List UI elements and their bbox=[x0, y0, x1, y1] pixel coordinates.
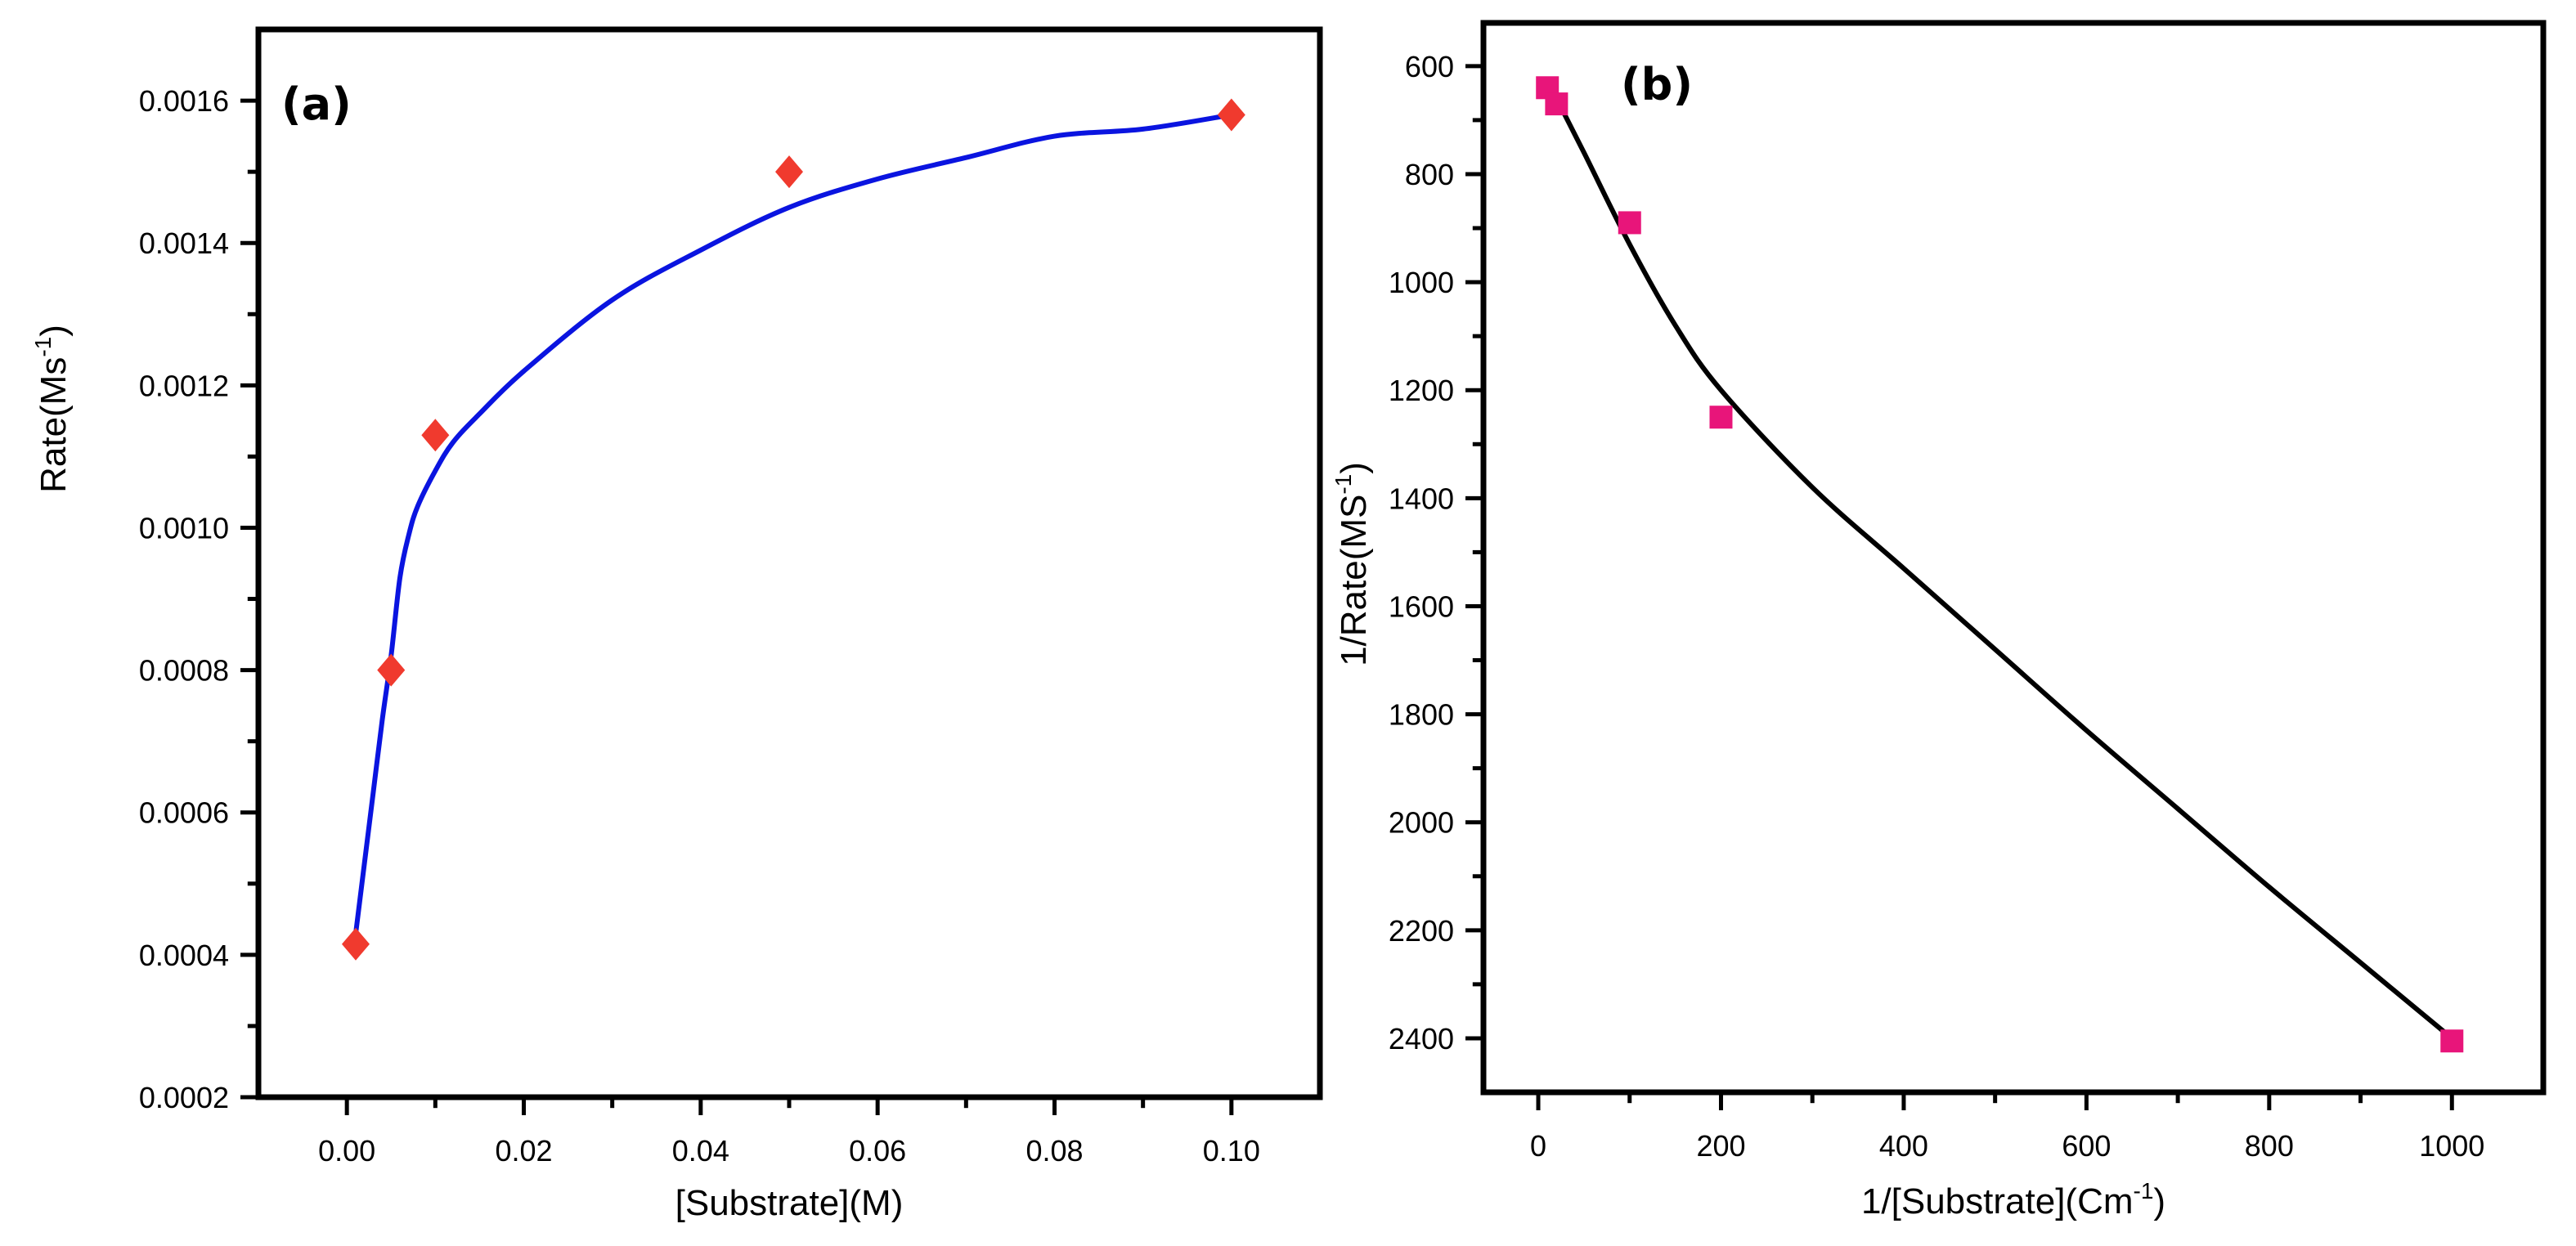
panel-b-data-points bbox=[1536, 76, 2464, 1053]
panel-a-chart: 0.00 0.02 0.04 0.06 0.08 0.10 0.0002 0.0004 0.00… bbox=[30, 26, 1323, 1223]
panel-a-plot-frame bbox=[255, 26, 1323, 1100]
b-x-tick-label: 800 bbox=[2245, 1129, 2294, 1163]
panel-a-data-points bbox=[341, 98, 1245, 961]
panel-a-fit-curve bbox=[353, 112, 1232, 934]
panel-b-x-axis-title-main: 1/[Substrate](Cm bbox=[1861, 1181, 2134, 1221]
panel-b-x-axis-title-sup: -1 bbox=[2134, 1178, 2154, 1203]
a-y-tick-label: 0.0008 bbox=[139, 654, 229, 688]
a-y-tick-label: 0.0012 bbox=[139, 369, 229, 402]
b-y-tick-label: 2000 bbox=[1389, 806, 1454, 840]
panel-b-y-axis-title: 1/Rate(MS-1) bbox=[1331, 462, 1374, 666]
b-x-tick-label: 1000 bbox=[2419, 1129, 2484, 1163]
a-data-point bbox=[1217, 98, 1245, 132]
panel-b-x-axis-title-close: ) bbox=[2153, 1181, 2165, 1221]
b-data-point bbox=[1618, 211, 1641, 235]
a-x-tick-label: 0.06 bbox=[849, 1134, 906, 1168]
a-data-point bbox=[775, 155, 803, 189]
panel-b-fit-curve bbox=[1554, 97, 2454, 1041]
a-y-tick-label: 0.0006 bbox=[139, 796, 229, 830]
a-data-point bbox=[421, 419, 450, 452]
a-fit-line bbox=[353, 112, 1232, 934]
panel-a-y-axis-title-sup: -1 bbox=[30, 337, 56, 357]
a-y-tick-label: 0.0014 bbox=[139, 226, 229, 260]
b-data-point bbox=[2440, 1029, 2464, 1053]
b-y-tick-label: 1600 bbox=[1389, 589, 1454, 623]
a-data-point bbox=[341, 927, 370, 961]
b-x-tick-label: 400 bbox=[1879, 1129, 1928, 1163]
panel-b-axis-ticks: 0 200 400 600 800 1000 600 800 1000 1200 1400 1600 1… bbox=[1389, 50, 2484, 1163]
panel-b-x-axis-title: 1/[Substrate](Cm-1) bbox=[1861, 1178, 2165, 1221]
panel-b-plot-frame bbox=[1480, 20, 2547, 1096]
panel-a-y-axis-title: Rate(Ms-1) bbox=[30, 325, 74, 493]
panel-b-y-axis-title-sup: -1 bbox=[1331, 474, 1356, 495]
b-y-tick-label: 1200 bbox=[1389, 374, 1454, 407]
b-y-tick-label: 1400 bbox=[1389, 482, 1454, 515]
b-x-tick-label: 0 bbox=[1530, 1129, 1546, 1163]
panel-b-label: (b) bbox=[1621, 59, 1693, 110]
b-y-tick-label: 1000 bbox=[1389, 266, 1454, 299]
a-x-tick-label: 0.02 bbox=[495, 1134, 552, 1168]
b-y-tick-label: 600 bbox=[1405, 50, 1454, 83]
a-data-point bbox=[377, 653, 406, 687]
a-y-tick-label: 0.0002 bbox=[139, 1081, 229, 1114]
panel-a-y-axis-title-main: Rate(Ms bbox=[34, 357, 74, 493]
a-y-tick-label: 0.0004 bbox=[139, 939, 229, 972]
a-x-tick-label: 0.08 bbox=[1025, 1134, 1083, 1168]
b-y-tick-label: 1800 bbox=[1389, 698, 1454, 732]
panel-b-chart: 0 200 400 600 800 1000 600 800 1000 1200 1400 1600 1… bbox=[1331, 20, 2547, 1221]
panel-b-y-axis-title-close: ) bbox=[1334, 462, 1374, 474]
b-x-tick-label: 200 bbox=[1696, 1129, 1745, 1163]
a-x-tick-label: 0.04 bbox=[672, 1134, 729, 1168]
b-y-tick-label: 800 bbox=[1405, 158, 1454, 191]
panel-a-label: (a) bbox=[281, 78, 352, 130]
b-x-tick-label: 600 bbox=[2062, 1129, 2111, 1163]
panel-a-axis-ticks: 0.00 0.02 0.04 0.06 0.08 0.10 0.0002 0.0004 0.00… bbox=[139, 84, 1260, 1168]
a-x-tick-label: 0.00 bbox=[318, 1134, 375, 1168]
b-data-point bbox=[1709, 406, 1733, 429]
a-x-tick-label: 0.10 bbox=[1203, 1134, 1260, 1168]
panel-a-y-axis-title-close: ) bbox=[34, 325, 74, 337]
b-fit-line bbox=[1554, 97, 2454, 1041]
a-y-tick-label: 0.0016 bbox=[139, 84, 229, 118]
panel-b-y-axis-title-main: 1/Rate(MS bbox=[1334, 495, 1374, 666]
b-y-tick-label: 2200 bbox=[1389, 914, 1454, 948]
b-y-tick-label: 2400 bbox=[1389, 1022, 1454, 1056]
b-data-point bbox=[1545, 92, 1568, 116]
panel-a-x-axis-title: [Substrate](M) bbox=[675, 1183, 904, 1223]
a-y-tick-label: 0.0010 bbox=[139, 511, 229, 545]
